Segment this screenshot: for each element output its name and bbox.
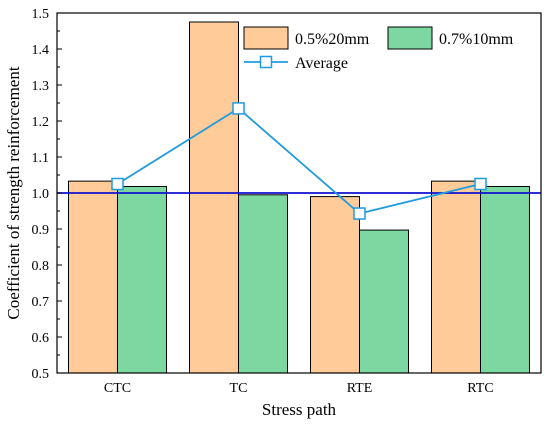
y-tick-label: 1.3 — [32, 79, 50, 94]
bar-0-5pct-20mm-tc — [189, 21, 239, 374]
legend: 0.5%20mm 0.7%10mm Average — [243, 26, 514, 72]
legend-label-average: Average — [295, 55, 348, 72]
y-tick-label: 1.1 — [32, 151, 50, 166]
legend-swatch-0-5pct-20mm — [243, 26, 289, 50]
bars-layer — [68, 21, 530, 374]
y-tick-label: 0.7 — [32, 295, 50, 310]
average-line — [117, 107, 481, 215]
y-axis: 0.5 0.6 0.7 0.8 0.9 1.0 1.1 1.2 1.3 1.4 1.5 — [32, 7, 62, 382]
y-tick-label: 1.0 — [32, 187, 50, 202]
average-point-rtc — [474, 177, 487, 191]
x-axis: CTC TC RTE RTC — [104, 368, 494, 396]
average-line-layer — [111, 102, 487, 220]
y-tick-label: 0.8 — [32, 259, 50, 274]
bar-0-7pct-10mm-rte — [359, 229, 409, 374]
y-axis-title: Coefficient of strength reinforcement — [4, 66, 23, 319]
bar-0-7pct-10mm-tc — [238, 194, 288, 374]
y-tick-label: 0.6 — [32, 331, 50, 346]
x-axis-title: Stress path — [262, 400, 337, 419]
legend-label-0-7pct-10mm: 0.7%10mm — [439, 31, 514, 48]
x-tick-label-ctc: CTC — [104, 381, 131, 396]
average-point-ctc — [111, 177, 124, 191]
average-point-tc — [232, 102, 245, 115]
y-tick-label: 1.4 — [32, 43, 50, 58]
y-tick-label: 0.5 — [32, 367, 50, 382]
bar-0-5pct-20mm-ctc — [68, 180, 118, 374]
bar-0-7pct-10mm-rtc — [480, 186, 530, 374]
legend-marker-average — [259, 55, 273, 69]
average-point-rte — [353, 207, 366, 220]
legend-label-0-5pct-20mm: 0.5%20mm — [295, 31, 370, 48]
x-tick-label-rtc: RTC — [467, 381, 493, 396]
bar-0-7pct-10mm-ctc — [117, 186, 167, 374]
y-tick-label: 1.2 — [32, 115, 50, 130]
bar-0-5pct-20mm-rte — [310, 196, 360, 374]
legend-swatch-0-7pct-10mm — [387, 26, 433, 50]
y-tick-label: 1.5 — [32, 7, 50, 22]
x-tick-label-tc: TC — [230, 381, 248, 396]
x-tick-label-rte: RTE — [347, 381, 373, 396]
bar-0-5pct-20mm-rtc — [431, 180, 481, 374]
y-tick-label: 0.9 — [32, 223, 50, 238]
